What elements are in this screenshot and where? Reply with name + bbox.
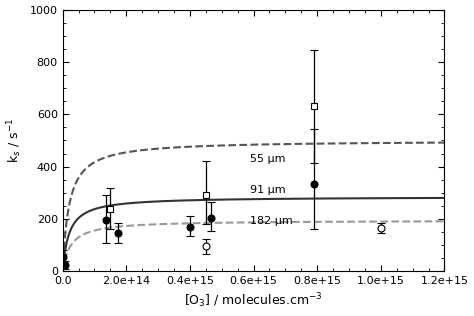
Text: 182 μm: 182 μm bbox=[250, 216, 293, 226]
Text: 55 μm: 55 μm bbox=[250, 154, 286, 164]
X-axis label: [O$_3$] / molecules.cm$^{-3}$: [O$_3$] / molecules.cm$^{-3}$ bbox=[184, 292, 323, 310]
Y-axis label: k$_s$ / s$^{-1}$: k$_s$ / s$^{-1}$ bbox=[6, 118, 24, 163]
Text: 91 μm: 91 μm bbox=[250, 185, 286, 195]
